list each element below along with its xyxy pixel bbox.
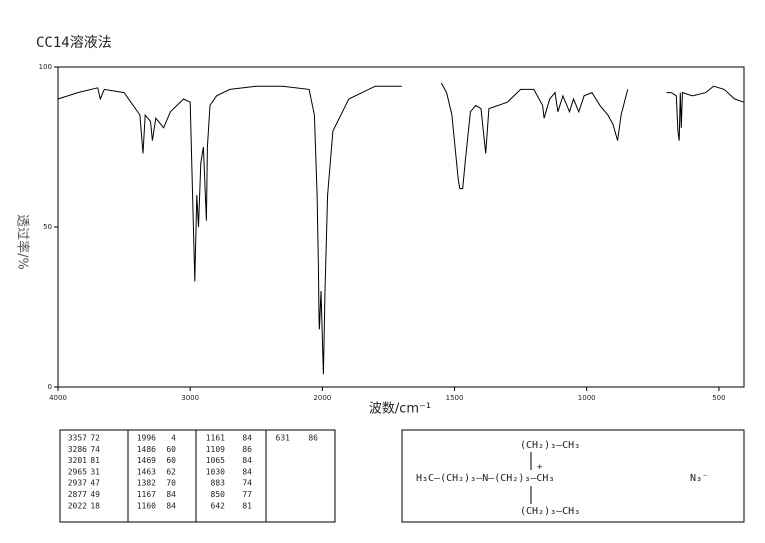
peak-intensity: 18: [90, 501, 100, 510]
peak-wavenumber: 2022: [68, 501, 87, 510]
y-tick-label: 50: [43, 223, 52, 231]
structure-top: (CH₂)₃—CH₃: [520, 440, 580, 451]
structure-anion: N₃⁻: [690, 473, 708, 484]
peak-intensity: 84: [242, 467, 252, 476]
peak-wavenumber: 1463: [137, 467, 156, 476]
structure-charge: +: [537, 463, 543, 473]
peak-wavenumber: 642: [211, 501, 226, 510]
x-tick-label: 1500: [446, 394, 464, 402]
x-tick-label: 4000: [49, 394, 67, 402]
peak-wavenumber: 1486: [137, 445, 156, 454]
peak-intensity: 60: [166, 456, 176, 465]
plot-frame: [57, 66, 745, 388]
peak-wavenumber: 3357: [68, 434, 87, 443]
structure-bottom: (CH₂)₃—CH₃: [520, 506, 580, 517]
peak-intensity: 77: [242, 490, 252, 499]
peak-wavenumber: 1065: [206, 456, 225, 465]
peak-wavenumber: 2937: [68, 479, 87, 488]
x-axis-label: 波数/cm⁻¹: [369, 402, 431, 417]
peak-intensity: 74: [242, 479, 252, 488]
peak-intensity: 62: [166, 467, 176, 476]
peak-intensity: 84: [242, 456, 252, 465]
peak-intensity: 72: [90, 434, 100, 443]
y-tick-label: 100: [39, 63, 52, 71]
peak-intensity: 86: [242, 445, 252, 454]
peak-intensity: 4: [171, 434, 176, 443]
x-tick-label: 500: [712, 394, 725, 402]
structure-middle: H₃C—(CH₂)₃—N—(CH₂)₃—CH₃: [416, 473, 554, 484]
peak-wavenumber: 3286: [68, 445, 87, 454]
peak-wavenumber: 850: [211, 490, 226, 499]
peak-intensity: 84: [166, 490, 176, 499]
peak-intensity: 70: [166, 479, 176, 488]
peak-wavenumber: 631: [276, 434, 291, 443]
peak-wavenumber: 1109: [206, 445, 225, 454]
y-tick-label: 0: [48, 383, 52, 391]
peak-wavenumber: 1382: [137, 479, 156, 488]
peak-wavenumber: 1160: [137, 501, 156, 510]
peak-wavenumber: 3201: [68, 456, 87, 465]
peak-intensity: 81: [90, 456, 100, 465]
peak-wavenumber: 2965: [68, 467, 87, 476]
structure-frame: [401, 429, 745, 523]
x-tick-label: 3000: [181, 394, 199, 402]
peak-wavenumber: 2877: [68, 490, 87, 499]
peak-table-frame: [59, 429, 336, 523]
spectrum-line: [57, 82, 745, 375]
peak-intensity: 74: [90, 445, 100, 454]
peak-intensity: 31: [90, 467, 100, 476]
peak-intensity: 86: [308, 434, 318, 443]
peak-intensity: 81: [242, 501, 252, 510]
peak-wavenumber: 1030: [206, 467, 225, 476]
chart-title: CC14溶液法: [36, 35, 112, 51]
x-tick-label: 2000: [313, 394, 331, 402]
x-tick-label: 1000: [578, 394, 596, 402]
peak-wavenumber: 1167: [137, 490, 156, 499]
peak-wavenumber: 883: [211, 479, 226, 488]
peak-intensity: 60: [166, 445, 176, 454]
peak-wavenumber: 1469: [137, 456, 156, 465]
peak-intensity: 84: [166, 501, 176, 510]
peak-wavenumber: 1996: [137, 434, 156, 443]
peak-intensity: 47: [90, 479, 100, 488]
y-axis-label: 透过率/%: [15, 214, 31, 270]
peak-wavenumber: 1161: [206, 434, 225, 443]
peak-intensity: 49: [90, 490, 100, 499]
peak-intensity: 84: [242, 434, 252, 443]
